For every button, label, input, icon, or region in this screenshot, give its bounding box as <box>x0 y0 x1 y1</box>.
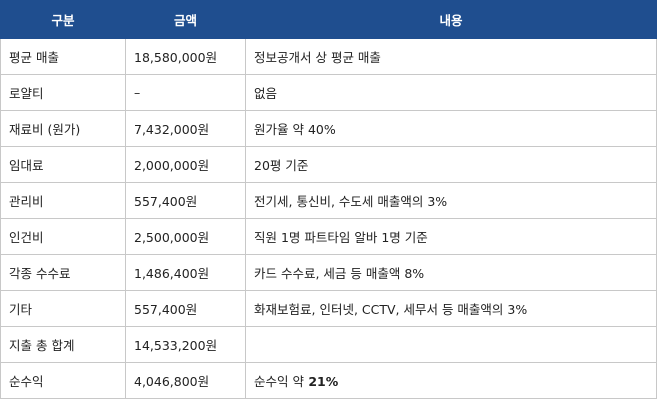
table-header: 구분 금액 내용 <box>0 0 657 39</box>
header-row: 구분 금액 내용 <box>0 0 657 39</box>
cost-table: 구분 금액 내용 평균 매출 18,580,000원 정보공개서 상 평균 매출 로얄티 –… <box>0 0 657 399</box>
table-row: 기타 557,400원 화재보험료, 인터넷, CCTV, 세무서 등 매출액의 3… <box>0 290 657 327</box>
empty-cell <box>245 326 657 363</box>
table-cell: – <box>125 74 246 111</box>
table-cell: 1,486,400원 <box>125 254 246 291</box>
table-cell: 557,400원 <box>125 182 246 219</box>
table-cell: 카드 수수료, 세금 등 매출액 8% <box>245 254 657 291</box>
table-cell: 원가율 약 40% <box>245 110 657 147</box>
table-cell: 임대료 <box>0 146 126 183</box>
table-cell: 정보공개서 상 평균 매출 <box>245 38 657 75</box>
header-cell: 구분 <box>0 0 126 39</box>
table-cell: 4,046,800원 <box>125 362 246 399</box>
cell-emphasis: 21% <box>308 374 339 389</box>
table-body: 평균 매출 18,580,000원 정보공개서 상 평균 매출 로얄티 – 없음 재료비 (… <box>0 38 657 399</box>
table-row: 인건비 2,500,000원 직원 1명 파트타임 알바 1명 기준 <box>0 218 657 255</box>
table-cell: 관리비 <box>0 182 126 219</box>
table-cell: 인건비 <box>0 218 126 255</box>
table-row: 임대료 2,000,000원 20평 기준 <box>0 146 657 183</box>
table-cell: 18,580,000원 <box>125 38 246 75</box>
table-cell: 557,400원 <box>125 290 246 327</box>
table-cell: 2,500,000원 <box>125 218 246 255</box>
table-row: 로얄티 – 없음 <box>0 74 657 111</box>
header-cell: 내용 <box>245 0 657 39</box>
table-cell: 각종 수수료 <box>0 254 126 291</box>
table-cell: 20평 기준 <box>245 146 657 183</box>
table-cell: 직원 1명 파트타임 알바 1명 기준 <box>245 218 657 255</box>
table-cell: 7,432,000원 <box>125 110 246 147</box>
table-row: 재료비 (원가) 7,432,000원 원가율 약 40% <box>0 110 657 147</box>
table-cell: 전기세, 통신비, 수도세 매출액의 3% <box>245 182 657 219</box>
table-cell: 기타 <box>0 290 126 327</box>
table-row: 지출 총 합계 14,533,200원 <box>0 326 657 363</box>
table-cell: 평균 매출 <box>0 38 126 75</box>
table-cell: 2,000,000원 <box>125 146 246 183</box>
table-cell: 화재보험료, 인터넷, CCTV, 세무서 등 매출액의 3% <box>245 290 657 327</box>
table-row: 평균 매출 18,580,000원 정보공개서 상 평균 매출 <box>0 38 657 75</box>
table-row: 각종 수수료 1,486,400원 카드 수수료, 세금 등 매출액 8% <box>0 254 657 291</box>
table-cell: 순수익 <box>0 362 126 399</box>
table-cell: 순수익 약 21% <box>245 362 657 399</box>
header-cell: 금액 <box>125 0 246 39</box>
table-cell: 14,533,200원 <box>125 326 246 363</box>
table-cell: 없음 <box>245 74 657 111</box>
table-cell: 재료비 (원가) <box>0 110 126 147</box>
table-cell: 지출 총 합계 <box>0 326 126 363</box>
cell-text: 순수익 약 <box>254 374 304 389</box>
table-cell: 로얄티 <box>0 74 126 111</box>
table-row: 관리비 557,400원 전기세, 통신비, 수도세 매출액의 3% <box>0 182 657 219</box>
table-row: 순수익 4,046,800원 순수익 약 21% <box>0 362 657 399</box>
